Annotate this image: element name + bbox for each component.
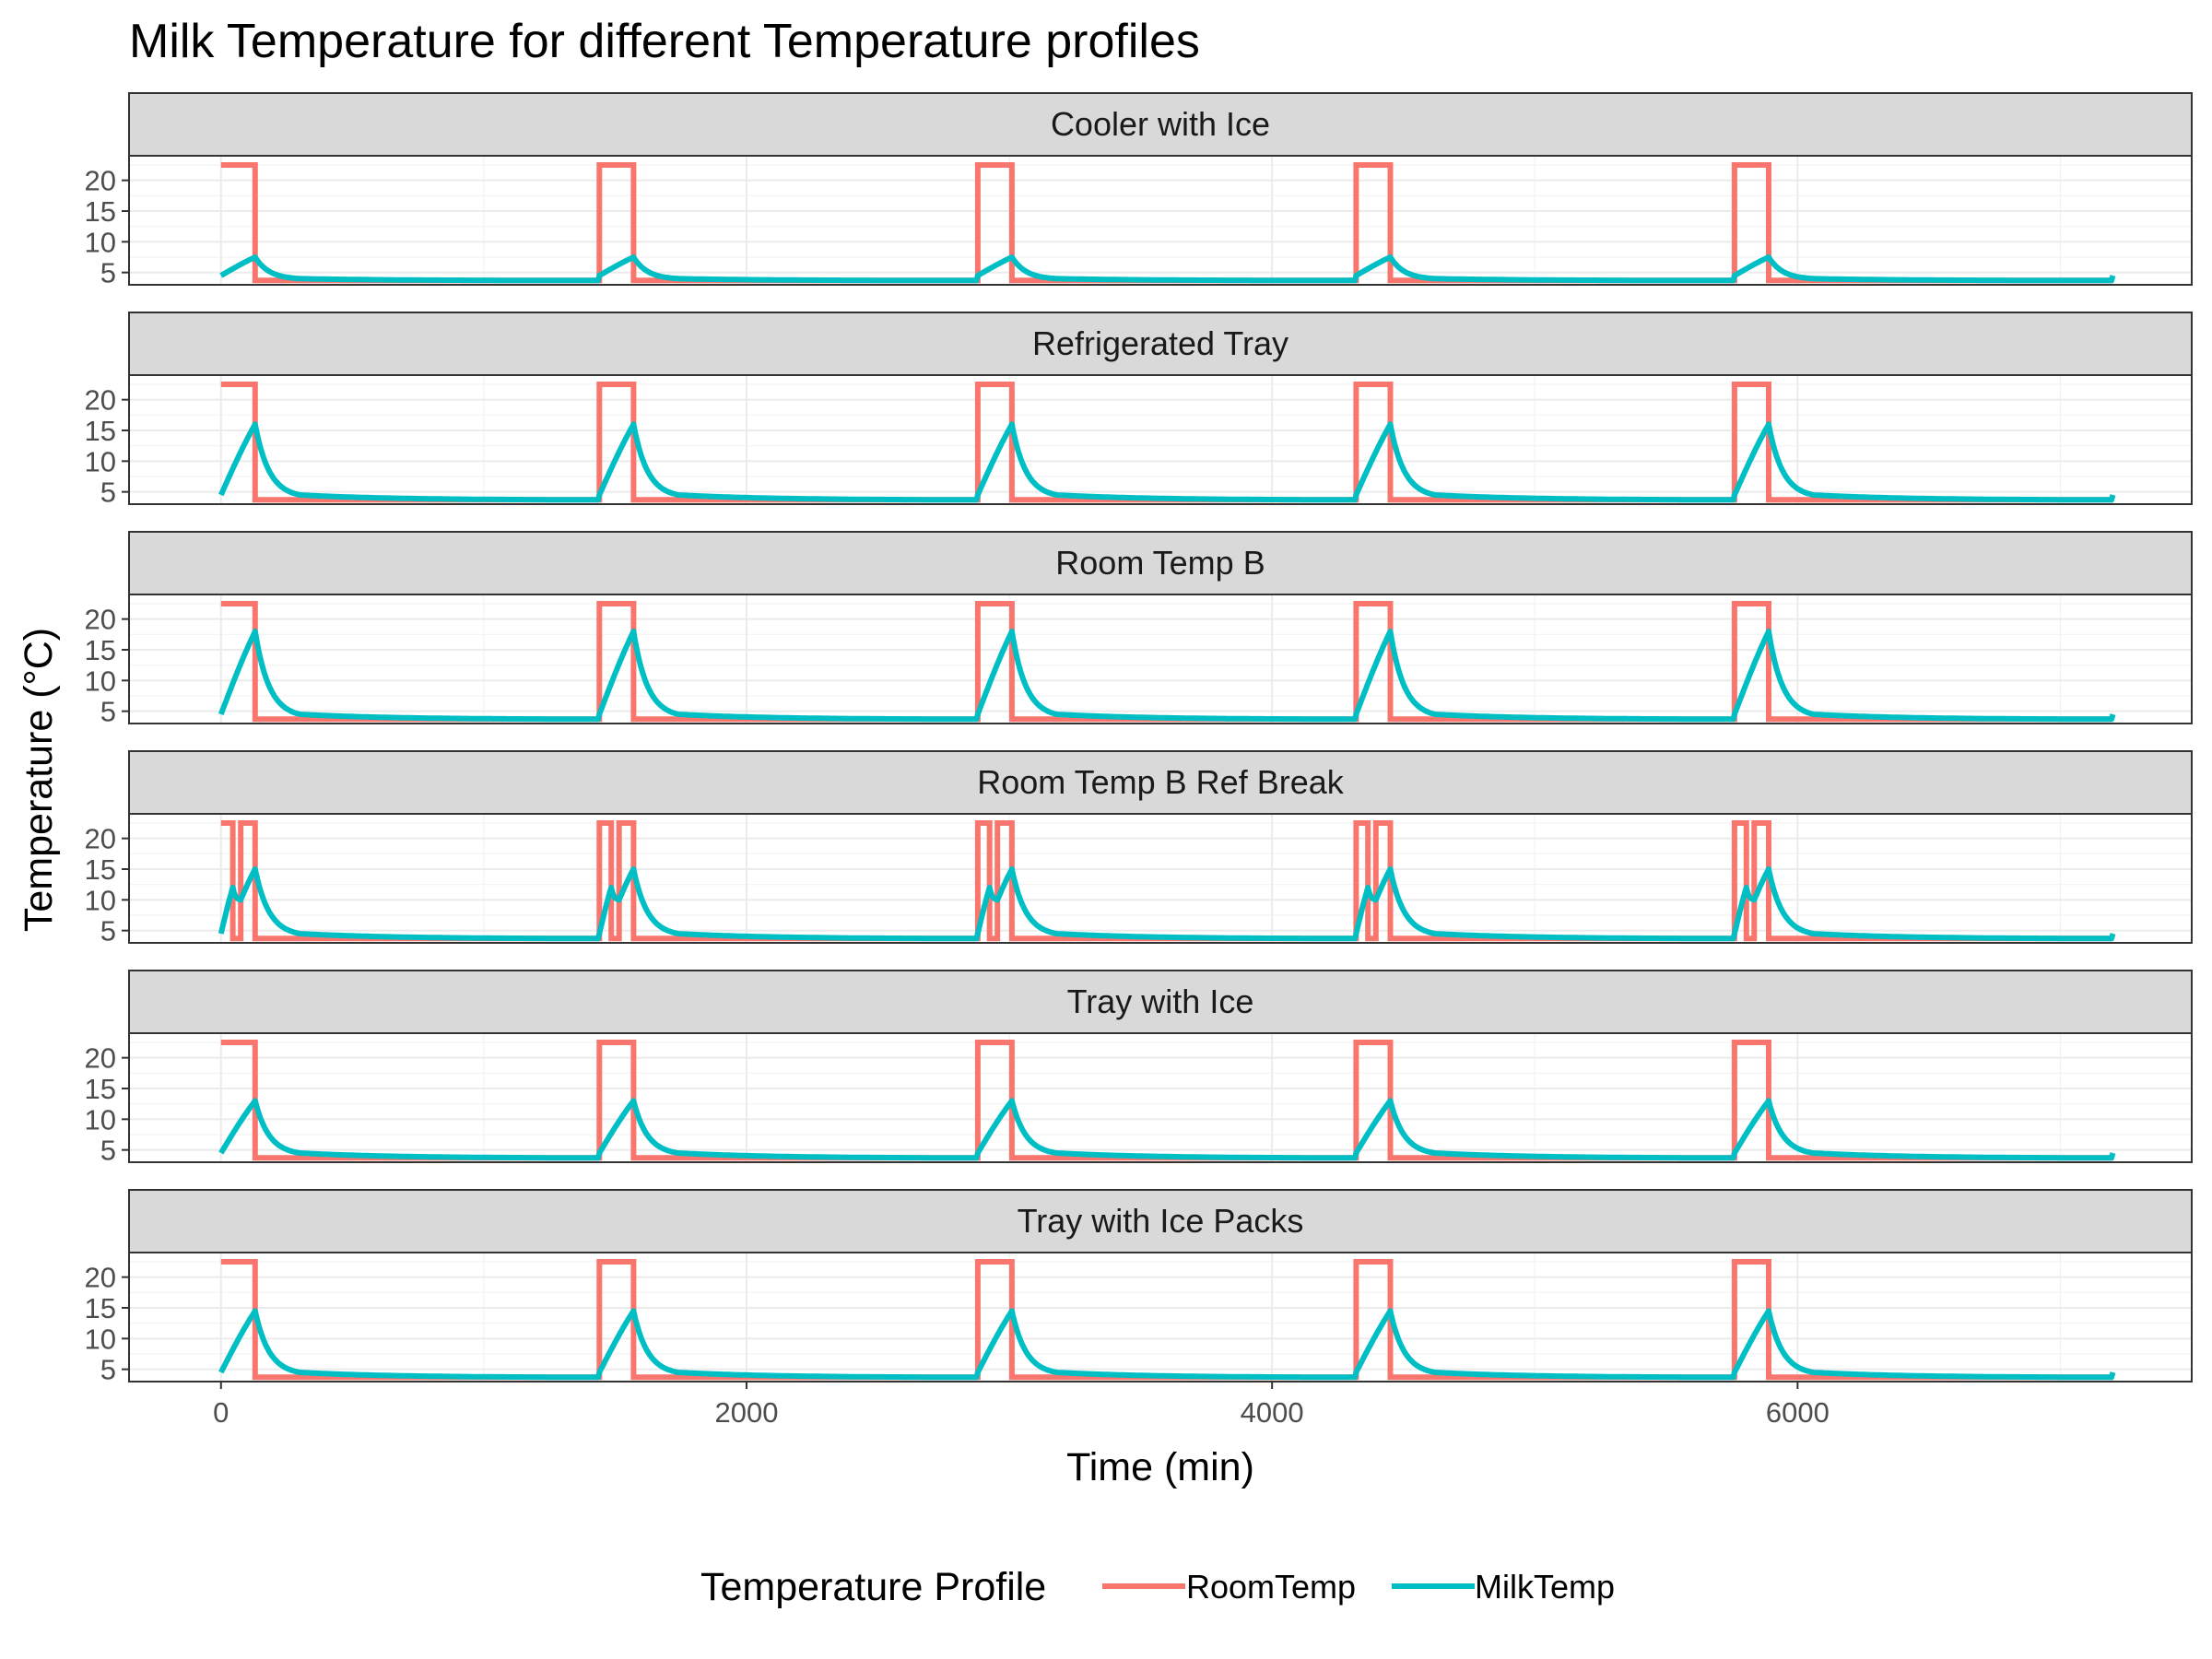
x-tick-label: 0 <box>213 1396 229 1429</box>
x-axis-title: Time (min) <box>1066 1445 1254 1489</box>
series-roomtemp-line <box>220 162 2113 284</box>
strip-background <box>128 92 2193 157</box>
y-tick-label: 5 <box>100 696 116 728</box>
series-roomtemp-line <box>220 382 2113 503</box>
panel-border <box>128 594 2193 724</box>
legend-label-milktemp: MilkTemp <box>1475 1568 1615 1606</box>
strip-background <box>128 970 2193 1034</box>
y-tick-label: 15 <box>85 1292 116 1324</box>
panel-background <box>129 594 2192 724</box>
y-tick-label: 20 <box>85 604 116 636</box>
y-tick-label: 10 <box>85 445 116 477</box>
y-tick-label: 10 <box>85 884 116 916</box>
strip-label: Tray with Ice Packs <box>1018 1202 1304 1240</box>
y-axis-title: Temperature (°C) <box>17 628 61 932</box>
panel-border <box>128 1032 2193 1163</box>
y-tick-label: 15 <box>85 415 116 447</box>
legend: Temperature Profile RoomTemp MilkTemp <box>700 1565 1615 1609</box>
legend-label-roomtemp: RoomTemp <box>1186 1568 1356 1606</box>
y-tick-label: 10 <box>85 1323 116 1355</box>
y-tick-label: 10 <box>85 665 116 697</box>
series-roomtemp-line <box>220 601 2113 723</box>
series-milktemp-line <box>218 1308 2116 1381</box>
strip-background <box>128 1189 2193 1253</box>
panel-background <box>129 1253 2192 1382</box>
panel-background <box>129 1033 2192 1162</box>
x-tick-label: 6000 <box>1766 1396 1830 1429</box>
chart-title: Milk Temperature for different Temperatu… <box>129 15 1200 68</box>
x-tick-label: 4000 <box>1241 1396 1304 1429</box>
panel-border <box>128 813 2193 944</box>
legend-title: Temperature Profile <box>700 1565 1046 1609</box>
y-tick-label: 20 <box>85 165 116 197</box>
strip-label: Room Temp B <box>1055 544 1265 582</box>
panel-border <box>128 1252 2193 1382</box>
strip-background <box>128 531 2193 595</box>
panel-border <box>128 155 2193 286</box>
y-tick-label: 15 <box>85 853 116 886</box>
y-tick-label: 5 <box>100 915 116 947</box>
strip-label: Room Temp B Ref Break <box>977 763 1344 801</box>
series-milktemp-line <box>218 1098 2116 1161</box>
series-milktemp-line <box>219 254 2116 284</box>
y-tick-label: 10 <box>85 1103 116 1135</box>
y-tick-label: 5 <box>100 1354 116 1386</box>
y-tick-label: 20 <box>85 1042 116 1075</box>
y-tick-label: 20 <box>85 1262 116 1294</box>
strip-label: Tray with Ice <box>1067 982 1254 1020</box>
y-tick-label: 15 <box>85 1073 116 1105</box>
x-tick-label: 2000 <box>714 1396 778 1429</box>
y-tick-label: 15 <box>85 195 116 228</box>
panel-border <box>128 374 2193 505</box>
strip-label: Cooler with Ice <box>1051 105 1270 143</box>
strip-label: Refrigerated Tray <box>1032 324 1288 362</box>
y-tick-label: 20 <box>85 384 116 417</box>
y-tick-label: 15 <box>85 634 116 666</box>
strip-background <box>128 312 2193 376</box>
panel-background <box>129 375 2192 504</box>
panel-background <box>129 814 2192 943</box>
y-tick-label: 5 <box>100 1135 116 1167</box>
series-milktemp-line <box>218 421 2116 503</box>
y-tick-label: 10 <box>85 226 116 258</box>
y-tick-label: 5 <box>100 477 116 509</box>
y-tick-label: 5 <box>100 257 116 289</box>
series-milktemp-line <box>218 866 2116 942</box>
strip-background <box>128 750 2193 815</box>
x-axis: 0 2000 4000 6000 <box>213 1382 1830 1429</box>
series-milktemp-line <box>218 629 2116 723</box>
panel-background <box>129 156 2192 285</box>
y-tick-label: 20 <box>85 823 116 855</box>
